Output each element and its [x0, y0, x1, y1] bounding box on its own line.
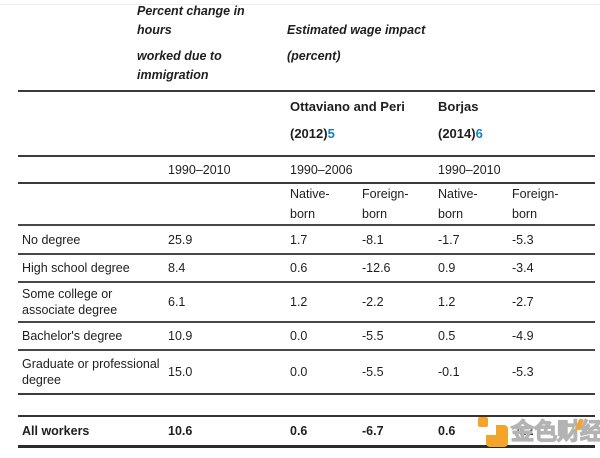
hours-value: 15.0: [166, 349, 288, 394]
column-header-hours-worked: Percent change in hours worked due to im…: [137, 2, 267, 92]
op-native-value: 1.2: [288, 281, 360, 322]
hours-value: 10.9: [166, 321, 288, 350]
borjas-foreign-value: -2.7: [510, 281, 595, 322]
row-label: Graduate or professional degree: [18, 349, 166, 394]
study-name: Borjas: [438, 99, 479, 114]
period-row: 1990–2010 1990–2006 1990–2010: [18, 155, 595, 183]
study-names-row: Ottaviano and Peri (2012)5 Borjas (2014)…: [18, 90, 595, 156]
table-row-high-school: High school degree 8.4 0.6 -12.6 0.9 -3.…: [18, 253, 595, 282]
study-year: (2012)5: [290, 126, 335, 141]
column-header-wage-impact: Estimated wage impact (percent): [287, 21, 467, 73]
subheader-native-born: Native-born: [288, 182, 360, 225]
op-native-value: 0.0: [288, 321, 360, 350]
borjas-foreign-value: -3.4: [510, 253, 595, 282]
spacer-row: [18, 393, 595, 416]
op-foreign-value: -12.6: [360, 253, 436, 282]
borjas-period: 1990–2010: [436, 155, 595, 183]
header-wage-line1: Estimated wage impact: [287, 23, 426, 37]
hours-value: 25.9: [166, 224, 288, 254]
subheader-native-born: Native-born: [436, 182, 510, 225]
subheader-foreign-born: Foreign-born: [360, 182, 436, 225]
watermark-text: 金色财经: [510, 418, 600, 445]
op-foreign-value: -2.2: [360, 281, 436, 322]
empty-cell: [18, 393, 595, 416]
borjas-foreign-value: -5.3: [510, 349, 595, 394]
op-native-value: 1.7: [288, 224, 360, 254]
table-row-no-degree: No degree 25.9 1.7 -8.1 -1.7 -5.3: [18, 224, 595, 254]
op-foreign-value: -5.5: [360, 321, 436, 350]
empty-cell: [18, 155, 166, 183]
empty-cell: [18, 182, 166, 225]
header-wage-line2: (percent): [287, 49, 341, 63]
table-row-bachelors: Bachelor's degree 10.9 0.0 -5.5 0.5 -4.9: [18, 321, 595, 350]
op-native-value: 0.6: [288, 415, 360, 448]
table-row-graduate: Graduate or professional degree 15.0 0.0…: [18, 349, 595, 394]
page-top-divider: [0, 4, 600, 5]
footnote-link-6[interactable]: 6: [475, 126, 483, 141]
study-ottaviano-peri: Ottaviano and Peri (2012)5: [288, 90, 436, 156]
op-foreign-value: -6.7: [360, 415, 436, 448]
study-borjas: Borjas (2014)6: [436, 90, 595, 156]
borjas-foreign-value: -4.9: [510, 321, 595, 350]
empty-cell: [166, 90, 288, 156]
jinse-logo-icon: [478, 417, 508, 447]
subheader-row: Native-born Foreign-born Native-born For…: [18, 182, 595, 225]
footnote-link-5[interactable]: 5: [327, 126, 335, 141]
table-row-some-college: Some college or associate degree 6.1 1.2…: [18, 281, 595, 322]
hours-value: 10.6: [166, 415, 288, 448]
jinse-watermark: 金色财经: [478, 417, 600, 447]
row-label: Some college or associate degree: [18, 281, 166, 322]
op-foreign-value: -5.5: [360, 349, 436, 394]
hours-value: 6.1: [166, 281, 288, 322]
empty-cell: [166, 182, 288, 225]
row-label: Bachelor's degree: [18, 321, 166, 350]
op-foreign-value: -8.1: [360, 224, 436, 254]
borjas-native-value: 0.5: [436, 321, 510, 350]
borjas-native-value: 1.2: [436, 281, 510, 322]
immigration-wage-impact-table: Ottaviano and Peri (2012)5 Borjas (2014)…: [18, 90, 595, 448]
header-hours-line1: Percent change in hours: [137, 4, 245, 37]
row-label: High school degree: [18, 253, 166, 282]
row-label: All workers: [18, 415, 166, 448]
op-native-value: 0.0: [288, 349, 360, 394]
borjas-native-value: -0.1: [436, 349, 510, 394]
borjas-native-value: 0.9: [436, 253, 510, 282]
header-hours-line2: worked due to immigration: [137, 49, 222, 82]
ottaviano-period: 1990–2006: [288, 155, 436, 183]
subheader-foreign-born: Foreign-born: [510, 182, 595, 225]
op-native-value: 0.6: [288, 253, 360, 282]
study-year: (2014)6: [438, 126, 483, 141]
hours-value: 8.4: [166, 253, 288, 282]
study-name: Ottaviano and Peri: [290, 99, 405, 114]
empty-cell: [18, 90, 166, 156]
row-label: No degree: [18, 224, 166, 254]
hours-period: 1990–2010: [166, 155, 288, 183]
borjas-native-value: -1.7: [436, 224, 510, 254]
borjas-foreign-value: -5.3: [510, 224, 595, 254]
